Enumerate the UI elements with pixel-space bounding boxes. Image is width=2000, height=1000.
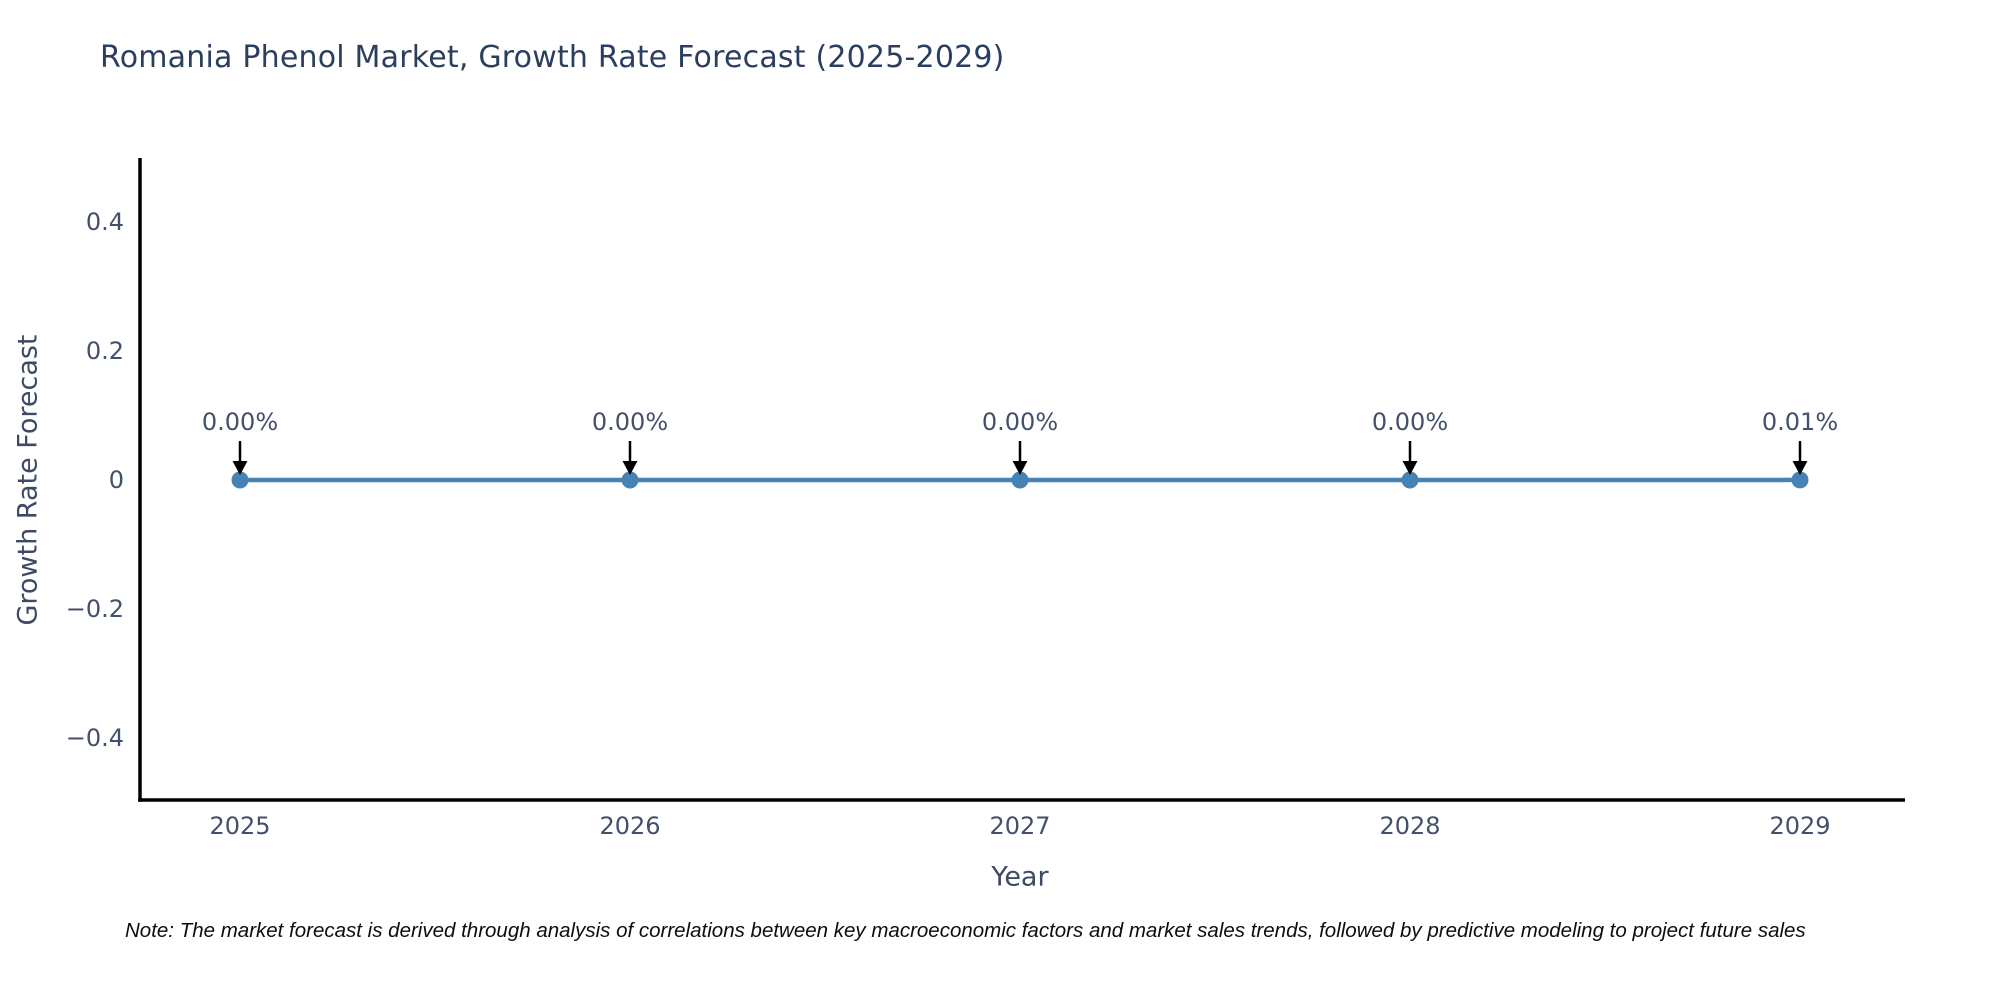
data-point-marker[interactable]	[231, 471, 249, 489]
data-point-marker[interactable]	[1401, 471, 1419, 489]
y-tick-label: 0.4	[86, 208, 124, 236]
x-tick-label: 2028	[1379, 812, 1440, 840]
data-point-marker[interactable]	[1011, 471, 1029, 489]
y-tick-label: 0.2	[86, 337, 124, 365]
data-point-marker[interactable]	[1791, 471, 1809, 489]
annotation-arrow-head	[232, 461, 248, 475]
x-tick-label: 2026	[599, 812, 660, 840]
point-annotation-label: 0.00%	[202, 408, 278, 436]
point-annotation-label: 0.00%	[1372, 408, 1448, 436]
annotation-arrow-head	[1012, 461, 1028, 475]
y-tick-label: −0.2	[66, 595, 124, 623]
x-tick-label: 2027	[989, 812, 1050, 840]
annotation-arrow-head	[622, 461, 638, 475]
point-annotation-label: 0.00%	[592, 408, 668, 436]
x-axis-title: Year	[991, 861, 1049, 893]
annotation-arrow-head	[1792, 461, 1808, 475]
footnote: Note: The market forecast is derived thr…	[125, 919, 1806, 942]
chart-title: Romania Phenol Market, Growth Rate Forec…	[100, 40, 1005, 75]
x-tick-label: 2029	[1769, 812, 1830, 840]
x-tick-label: 2025	[209, 812, 270, 840]
y-tick-label: −0.4	[66, 724, 124, 752]
point-annotation-label: 0.00%	[982, 408, 1058, 436]
data-point-marker[interactable]	[621, 471, 639, 489]
y-tick-label: 0	[109, 466, 124, 494]
point-annotation-label: 0.01%	[1762, 408, 1838, 436]
annotation-arrow-head	[1402, 461, 1418, 475]
y-axis-title: Growth Rate Forecast	[12, 334, 44, 626]
